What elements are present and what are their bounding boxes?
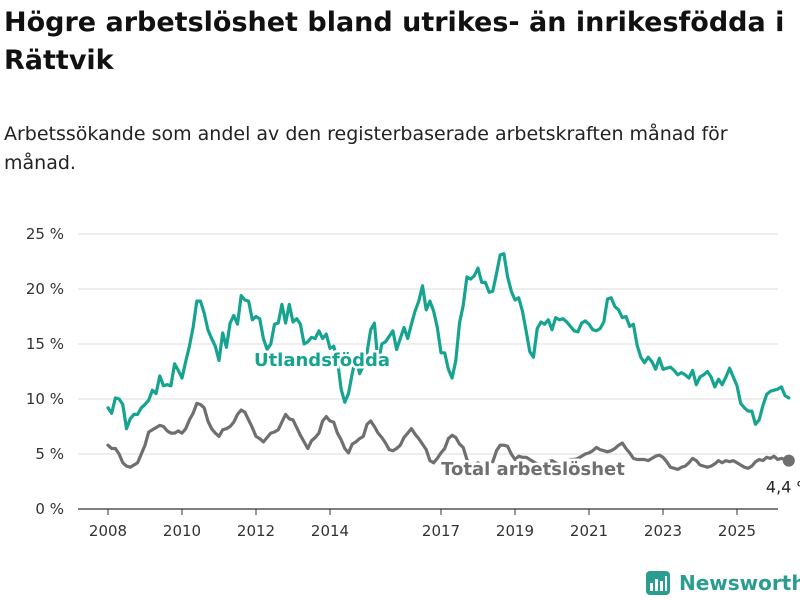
series-line-total xyxy=(106,401,791,471)
x-tick-label: 2017 xyxy=(422,522,460,540)
x-tick-label: 2012 xyxy=(237,522,275,540)
y-tick-label: 10 % xyxy=(26,390,64,408)
x-tick-label: 2021 xyxy=(570,522,608,540)
x-tick-label: 2025 xyxy=(718,522,756,540)
grid-lines xyxy=(78,233,778,510)
bar-chart-icon xyxy=(646,571,670,595)
line-chart: 0 %5 %10 %15 %20 %25 % 2008 2010 2012 2014 2… xyxy=(26,225,800,540)
y-axis: 0 % 5 % 10 % 15 % 20 % 25 % xyxy=(26,225,64,518)
brand-logo: Newsworthy xyxy=(645,568,800,598)
chart-title: Högre arbetslöshet bland utrikes- än inr… xyxy=(4,7,785,76)
x-tick-label: 2008 xyxy=(89,522,127,540)
x-tick-label: 2010 xyxy=(163,522,201,540)
x-tick-label: 2023 xyxy=(644,522,682,540)
y-tick-label: 5 % xyxy=(35,445,64,463)
x-tick-label: 2019 xyxy=(496,522,534,540)
y-tick-label: 25 % xyxy=(26,225,64,243)
end-value-label: 4,4 % xyxy=(766,478,800,497)
end-point-marker xyxy=(782,454,795,467)
chart-subtitle: Arbetssökande som andel av den registerb… xyxy=(4,123,728,174)
x-tick-label: 2014 xyxy=(311,522,349,540)
series-lines xyxy=(106,252,791,471)
x-axis: 2008 2010 2012 2014 2017 2019 2021 2023 2025 xyxy=(89,509,756,540)
series-labels: Utlandsfödda Total arbetslöshet 4,4 % xyxy=(251,348,800,497)
y-tick-label: 15 % xyxy=(26,335,64,353)
series-label-utlandsfodda: Utlandsfödda xyxy=(254,350,390,371)
series-label-total: Total arbetslöshet xyxy=(441,459,625,480)
y-tick-label: 0 % xyxy=(35,500,64,518)
series-line-utlandsfodda xyxy=(106,252,791,431)
brand-name: Newsworthy xyxy=(679,571,800,595)
y-tick-label: 20 % xyxy=(26,280,64,298)
